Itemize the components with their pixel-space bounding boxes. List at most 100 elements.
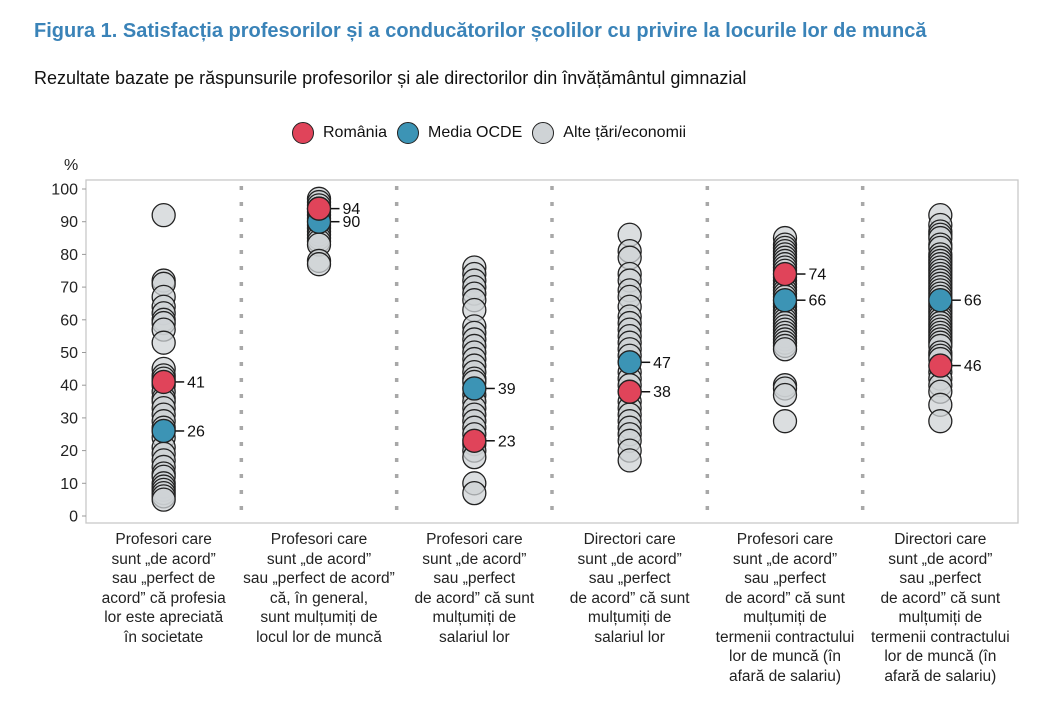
chart-legend: România Media OCDE Alte țări/economii	[292, 120, 696, 146]
category-label-line: termenii contractului	[870, 628, 1010, 646]
y-tick-label: 100	[51, 182, 78, 199]
y-tick-label: 0	[69, 509, 78, 526]
category-label-line: salariul lor	[594, 628, 665, 646]
category-label-line: lor de muncă (în	[884, 648, 997, 665]
category-label-line: Directori care	[894, 531, 987, 548]
category-label-line: mulțumiți de	[743, 609, 827, 626]
category-label-line: lor de muncă (în	[729, 648, 841, 665]
romania-point	[928, 353, 953, 378]
oecd-data-label: 90	[343, 214, 361, 231]
oecd-data-label: 39	[498, 381, 516, 398]
legend-marker-other	[532, 122, 555, 144]
y-tick-label: 20	[60, 443, 78, 460]
oecd-data-label: 26	[187, 423, 205, 440]
romania-data-label: 46	[964, 358, 982, 375]
romania-point	[306, 196, 332, 221]
category-label-line: sau „perfect	[899, 570, 982, 587]
oecd-point	[617, 350, 642, 375]
romania-data-label: 94	[343, 201, 361, 218]
romania-data-label: 41	[187, 374, 205, 391]
y-tick-label: 90	[60, 214, 78, 231]
category-label-line: sunt „de acord”	[266, 550, 372, 568]
romania-point	[617, 379, 642, 404]
romania-point	[462, 428, 487, 453]
romania-point	[772, 261, 798, 287]
category-label: Directori care sunt „de acord” sau „perfec…	[850, 530, 1030, 686]
other-country-point	[772, 382, 798, 408]
category-label-line: termenii contractului	[715, 628, 855, 646]
oecd-data-label: 66	[809, 293, 827, 310]
category-label-line: lor este apreciată	[104, 609, 224, 626]
category-label-line: că, în general,	[269, 589, 369, 607]
category-label-line: sunt „de acord”	[111, 550, 216, 568]
category-label: Profesori care sunt „de acord” sau „perfec…	[384, 530, 564, 647]
romania-point	[151, 369, 176, 395]
other-country-point	[617, 448, 642, 473]
legend-item-oecd: Media OCDE	[397, 122, 522, 144]
oecd-point	[928, 287, 953, 313]
category-label-line: mulțumiți de	[432, 609, 517, 626]
y-tick-label: 50	[60, 345, 78, 362]
figure-subtitle: Rezultate bazate pe răspunsurile profeso…	[34, 68, 747, 88]
other-country-point	[306, 252, 332, 277]
category-label: Directori care sunt „de acord” sau „perfec…	[540, 530, 720, 647]
other-country-point	[151, 203, 176, 228]
other-country-point	[772, 409, 798, 434]
y-tick-label: 30	[60, 410, 78, 427]
legend-marker-romania	[292, 122, 314, 144]
category-label-line: de acord” că sunt	[880, 589, 1001, 607]
other-country-point	[772, 337, 798, 362]
category-label-line: salariul lor	[439, 628, 510, 646]
category-label: Profesori care sunt „de acord” sau „perfec…	[229, 530, 409, 647]
category-label-line: de acord” că sunt	[725, 589, 845, 607]
category-label-line: sau „perfect de	[111, 570, 216, 587]
category-label-line: sau „perfect de acord”	[243, 570, 395, 587]
other-country-point	[151, 487, 176, 512]
y-tick-label: 80	[60, 247, 78, 264]
other-country-point	[462, 480, 487, 506]
legend-item-romania: România	[292, 122, 387, 144]
category-label-line: sunt „de acord”	[422, 550, 527, 568]
y-tick-label: 10	[60, 476, 78, 493]
oecd-point	[151, 418, 176, 444]
category-label-line: Profesori care	[426, 531, 523, 548]
y-tick-label: 40	[60, 378, 78, 395]
romania-data-label: 23	[498, 433, 516, 450]
legend-label-other: Alte țări/economii	[563, 124, 686, 141]
legend-marker-oecd	[397, 122, 420, 144]
category-label-line: Profesori care	[270, 531, 368, 548]
category-label-line: sau „perfect	[433, 570, 516, 587]
category-label: Profesori care sunt „de acord” sau „perfec…	[695, 530, 875, 686]
category-label-line: de acord” că sunt	[414, 589, 535, 607]
category-label-line: Profesori care	[736, 531, 834, 548]
y-axis-label: %	[64, 157, 78, 174]
category-label-line: afară de salariu)	[728, 667, 841, 685]
category-label-line: de acord” că sunt	[569, 589, 690, 607]
legend-label-romania: România	[323, 124, 388, 141]
category-label-line: sunt „de acord”	[888, 550, 993, 568]
category-label-line: Profesori care	[115, 531, 212, 548]
y-tick-label: 70	[60, 280, 78, 297]
category-label-line: afară de salariu)	[884, 667, 997, 685]
romania-data-label: 74	[809, 267, 827, 284]
category-label-line: mulțumiți de	[587, 609, 672, 626]
category-label-line: sunt „de acord”	[732, 550, 838, 568]
category-label-line: locul lor de muncă	[256, 628, 382, 646]
oecd-point	[462, 376, 487, 401]
category-label-line: sunt mulțumiți de	[260, 609, 378, 626]
figure-title: Figura 1. Satisfacția profesorilor și a …	[34, 20, 927, 42]
category-label-line: acord” că profesia	[101, 589, 226, 607]
legend-label-oecd: Media OCDE	[428, 124, 523, 141]
category-label-line: Directori care	[583, 531, 676, 548]
category-label-line: sau „perfect	[588, 570, 671, 587]
category-label-line: sunt „de acord”	[577, 550, 682, 568]
y-tick-label: 60	[60, 312, 78, 329]
category-label-line: în societate	[124, 628, 204, 646]
plot-frame	[85, 179, 1019, 524]
oecd-data-label: 66	[964, 293, 982, 310]
category-label: Profesori care sunt „de acord” sau „perfec…	[74, 530, 254, 647]
other-country-point	[151, 330, 176, 355]
other-country-point	[928, 409, 953, 434]
oecd-data-label: 47	[653, 355, 671, 372]
